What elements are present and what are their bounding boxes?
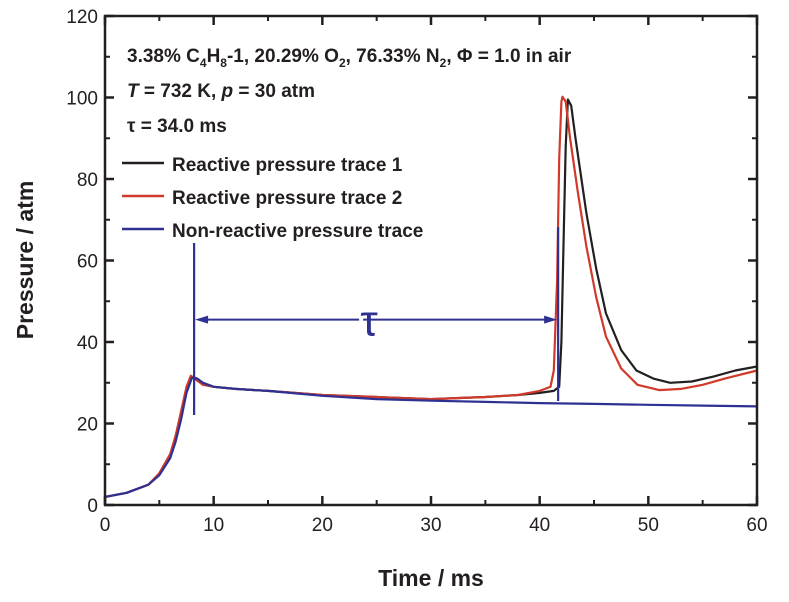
x-tick-label: 0 bbox=[100, 515, 111, 536]
series-line-2 bbox=[104, 95, 758, 498]
annotation-text: T bbox=[127, 81, 140, 102]
x-tick-label: 20 bbox=[312, 515, 333, 536]
legend: Reactive pressure trace 1 Reactive pressu… bbox=[122, 155, 423, 242]
legend-label-3: Non-reactive pressure trace bbox=[172, 221, 423, 242]
tau-arrow-left-head bbox=[195, 315, 209, 324]
annotation-text: , Φ = 1.0 in air bbox=[446, 46, 572, 67]
annotation-text: τ = 34.0 ms bbox=[127, 116, 227, 137]
annotation: 3.38% C4H8-1, 20.29% O2, 76.33% N2, Φ = … bbox=[127, 46, 572, 137]
subscript: 2 bbox=[339, 56, 346, 70]
legend-label-2: Reactive pressure trace 2 bbox=[172, 188, 402, 209]
subscript: 4 bbox=[200, 56, 207, 70]
y-tick-label: 100 bbox=[66, 89, 98, 110]
x-axis-label: Time / ms bbox=[378, 565, 484, 591]
annotation-text: = 732 K, bbox=[139, 81, 222, 102]
x-tick-label: 50 bbox=[638, 515, 659, 536]
tau-arrow-right-head bbox=[544, 315, 558, 324]
annotation-line-2: T = 732 K, p = 30 atm bbox=[127, 81, 315, 102]
y-tick-label: 80 bbox=[77, 170, 98, 191]
tau-label: τ bbox=[360, 297, 378, 346]
x-tick-label: 10 bbox=[203, 515, 224, 536]
annotation-text: , 76.33% N bbox=[346, 46, 440, 67]
annotation-text: = 30 atm bbox=[233, 81, 315, 102]
series-line-3 bbox=[104, 376, 758, 498]
annotation-text: 3.38% C bbox=[127, 46, 200, 67]
x-tick-label: 30 bbox=[420, 515, 441, 536]
annotation-line-3: τ = 34.0 ms bbox=[127, 116, 227, 137]
axis-ticks: 0 10 20 30 40 50 60 0 20 40 60 80 100 120 bbox=[66, 7, 767, 536]
annotation-text: -1, 20.29% O bbox=[227, 46, 339, 67]
plot-marks: τ bbox=[104, 95, 758, 498]
y-tick-label: 0 bbox=[87, 496, 98, 517]
x-tick-label: 60 bbox=[746, 515, 767, 536]
subscript: 2 bbox=[440, 56, 447, 70]
annotation-text: p bbox=[221, 81, 234, 102]
y-tick-label: 40 bbox=[77, 333, 98, 354]
y-tick-label: 120 bbox=[66, 7, 98, 28]
annotation-line-1: 3.38% C4H8-1, 20.29% O2, 76.33% N2, Φ = … bbox=[127, 46, 572, 70]
subscript: 8 bbox=[220, 56, 227, 70]
y-tick-label: 20 bbox=[77, 415, 98, 436]
annotation-text: H bbox=[207, 46, 221, 67]
x-tick-label: 40 bbox=[529, 515, 550, 536]
y-axis-label: Pressure / atm bbox=[12, 181, 38, 340]
y-tick-label: 60 bbox=[77, 252, 98, 273]
legend-label-1: Reactive pressure trace 1 bbox=[172, 155, 403, 176]
